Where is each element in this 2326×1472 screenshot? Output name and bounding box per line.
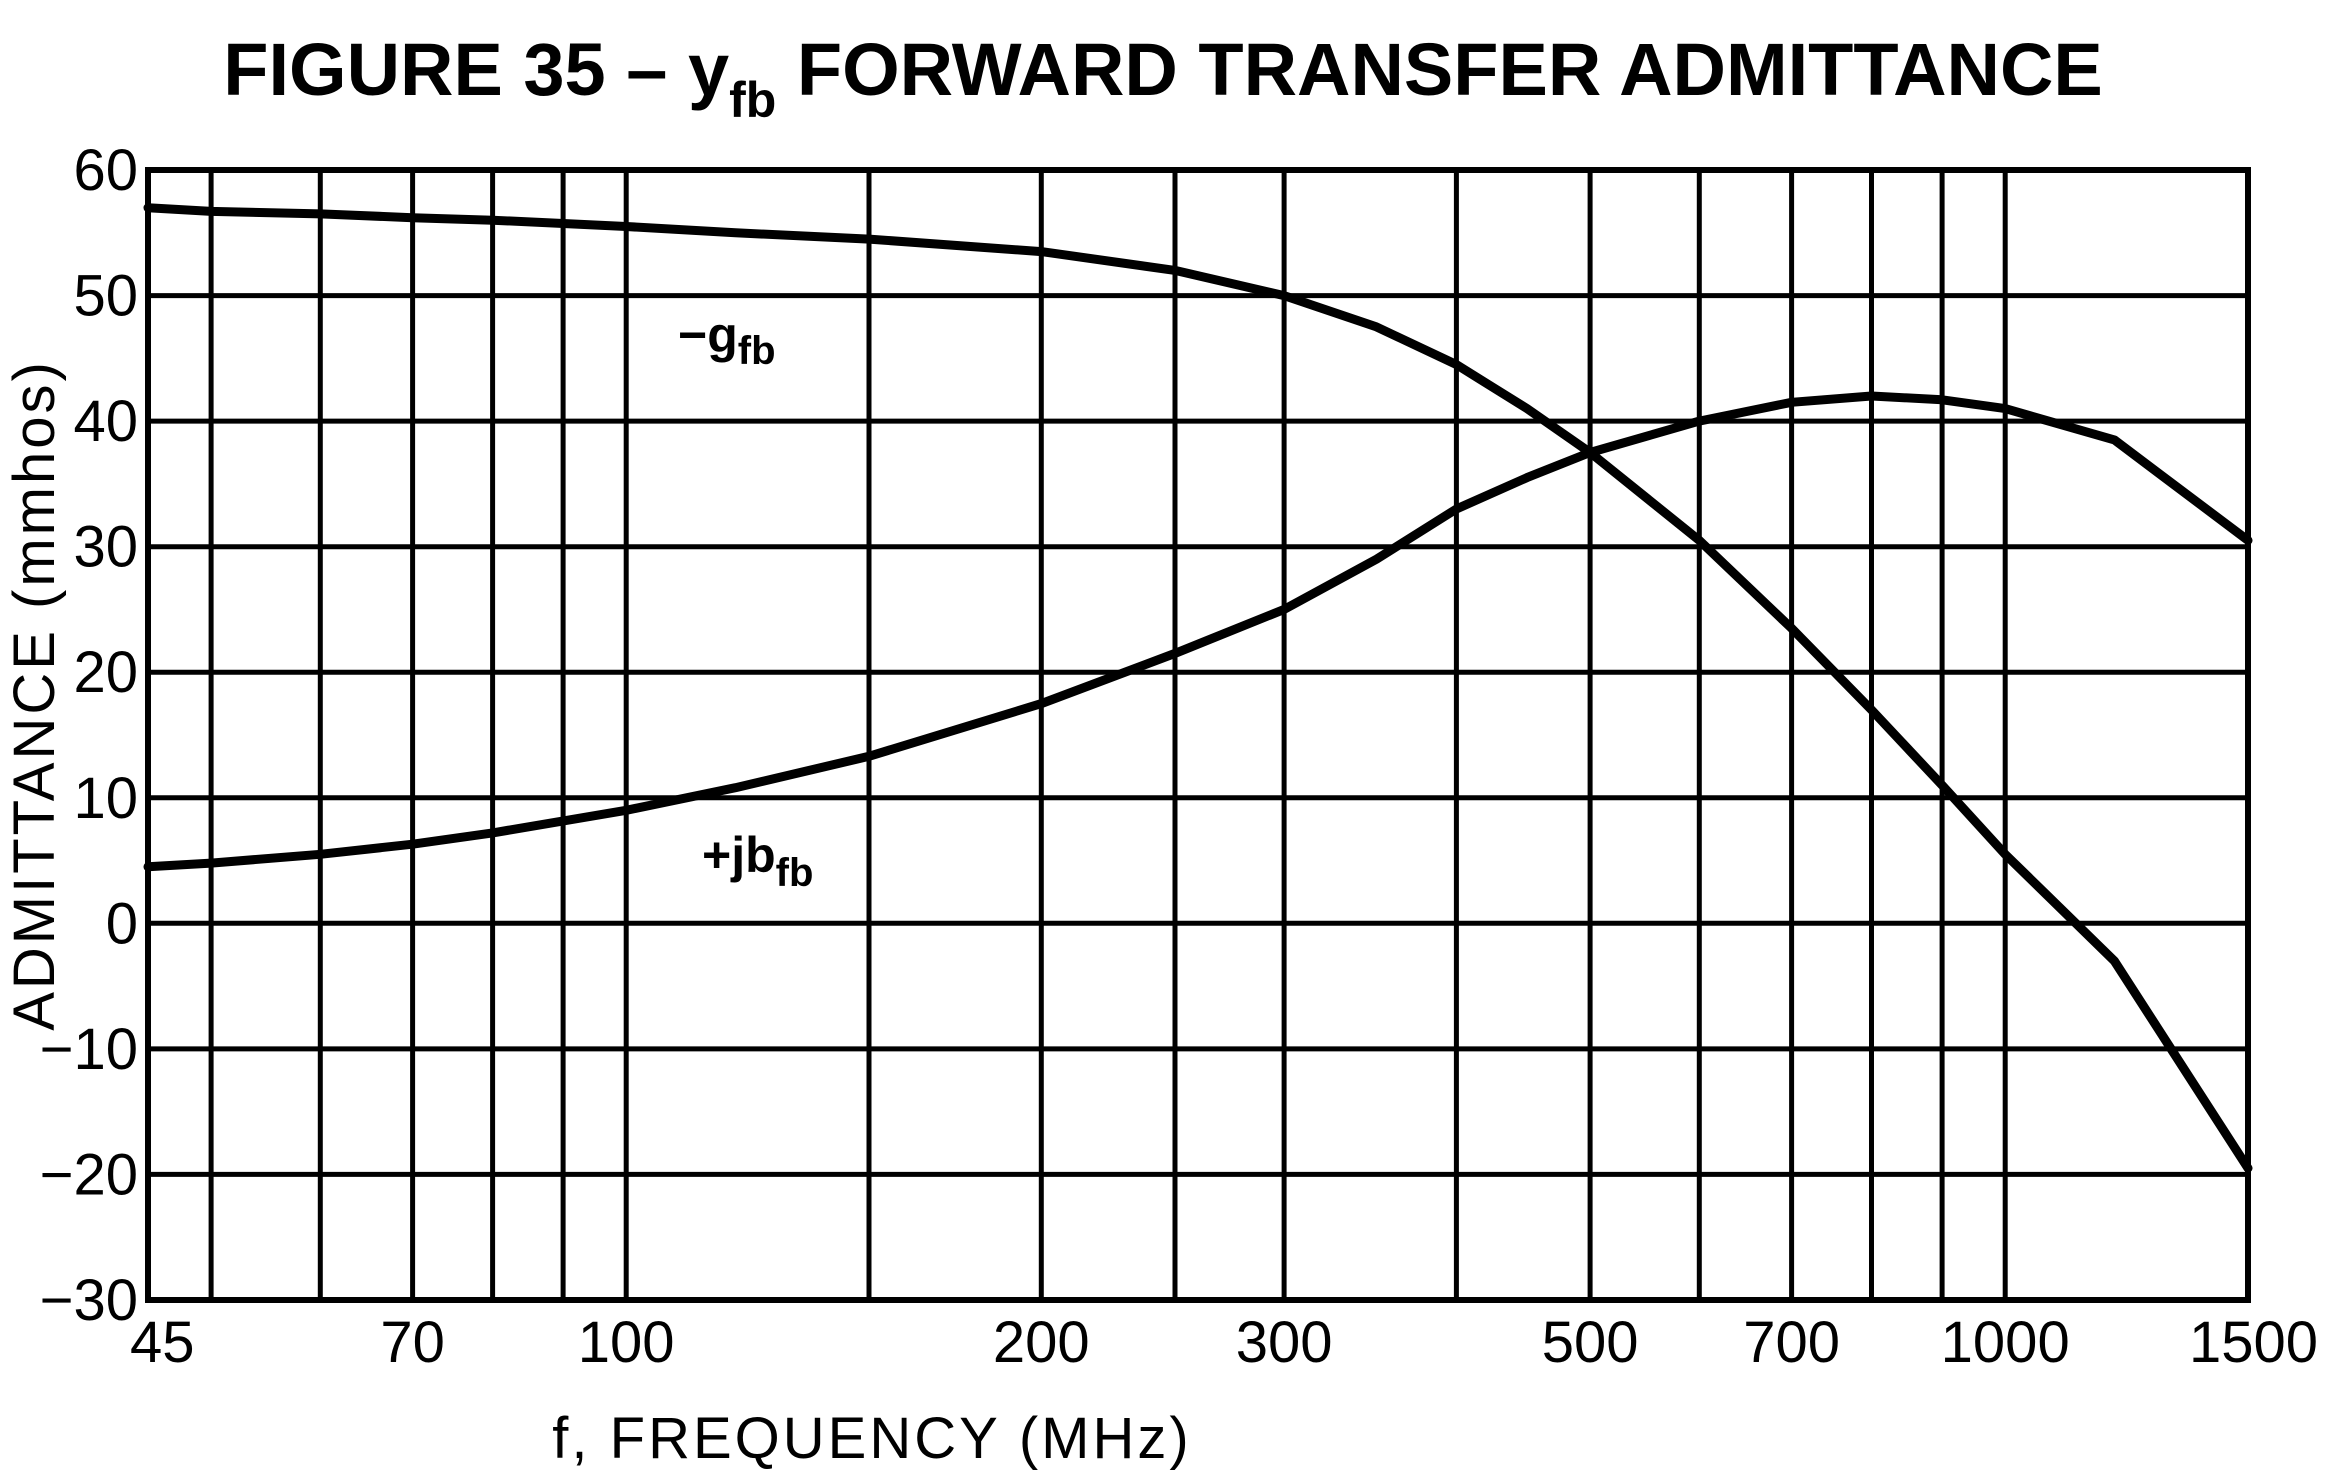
y-tick-label: −20	[40, 1142, 138, 1207]
y-tick-label: 50	[73, 264, 138, 329]
x-tick-label: 500	[1542, 1310, 1639, 1375]
y-tick-labels: 60 50 40 30 20 10 0 −10 −20 −30	[40, 138, 138, 1333]
chart-title-prefix: FIGURE 35 – y	[223, 28, 729, 111]
chart-title-subscript: fb	[729, 72, 776, 128]
x-tick-label: 300	[1236, 1310, 1333, 1375]
plot-frame	[145, 167, 2251, 1303]
x-tick-labels: 45 70 100 200 300 500 700 1000 1500	[130, 1310, 2318, 1375]
series-label-gfb-sub: fb	[738, 329, 776, 373]
x-axis-label: f, FREQUENCY (MHz)	[552, 1406, 1191, 1471]
series-line-gfb	[143, 203, 2253, 1173]
series-label-jbfb-main: +jb	[702, 827, 776, 883]
y-tick-label: 30	[73, 515, 138, 580]
x-gridlines	[145, 170, 2251, 1300]
x-tick-label: 1000	[1941, 1310, 2070, 1375]
x-tick-label: 100	[578, 1310, 675, 1375]
y-tick-label: 0	[106, 891, 138, 956]
series-line-jbfb	[143, 391, 2253, 872]
x-tick-label: 1500	[2189, 1310, 2318, 1375]
chart-title: FIGURE 35 – yfb FORWARD TRANSFER ADMITTA…	[223, 28, 2103, 128]
x-tick-label: 70	[380, 1310, 445, 1375]
y-tick-label: −10	[40, 1017, 138, 1082]
y-tick-label: 10	[73, 766, 138, 831]
series-layer	[143, 203, 2253, 1173]
series-label-gfb: −gfb	[678, 307, 776, 373]
x-tick-label: 200	[993, 1310, 1090, 1375]
series-label-jbfb: +jbfb	[702, 827, 813, 895]
x-tick-label: 45	[130, 1310, 195, 1375]
y-tick-label: 60	[73, 138, 138, 203]
x-tick-label: 700	[1743, 1310, 1840, 1375]
series-label-gfb-main: −g	[678, 307, 738, 363]
series-label-jbfb-sub: fb	[776, 851, 814, 895]
y-tick-label: −30	[40, 1268, 138, 1333]
chart-title-suffix: FORWARD TRANSFER ADMITTANCE	[776, 28, 2102, 111]
y-axis-label: ADMITTANCE (mmhos)	[2, 359, 67, 1031]
y-tick-label: 40	[73, 389, 138, 454]
y-tick-label: 20	[73, 640, 138, 705]
